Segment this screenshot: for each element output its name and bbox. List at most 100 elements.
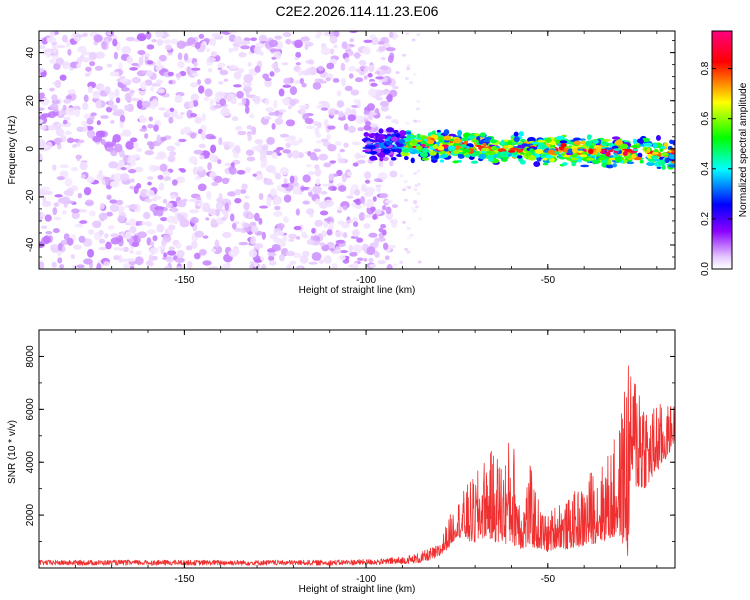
heatmap-noise-cell xyxy=(342,232,348,239)
heatmap-noise-cell xyxy=(251,126,257,136)
heatmap-noise-cell xyxy=(52,207,58,216)
heatmap-noise-cell xyxy=(281,62,289,66)
heatmap-noise-cell xyxy=(285,119,296,127)
heatmap-noise-cell xyxy=(287,151,293,159)
heatmap-noise-cell xyxy=(119,114,126,123)
heatmap-signal-cell xyxy=(489,139,498,144)
heatmap-noise-cell xyxy=(67,48,72,56)
heatmap-noise-cell xyxy=(237,130,247,136)
heatmap-noise-cell xyxy=(394,34,399,38)
heatmap-noise-cell xyxy=(57,257,63,264)
heatmap-noise-cell xyxy=(377,237,386,242)
heatmap-noise-cell xyxy=(409,81,414,85)
heatmap-noise-cell xyxy=(106,194,112,200)
heatmap-noise-cell xyxy=(113,173,123,182)
heatmap-noise-cell xyxy=(107,225,115,230)
heatmap-noise-cell xyxy=(96,263,102,269)
heatmap-noise-cell xyxy=(144,198,153,203)
heatmap-noise-cell xyxy=(144,79,153,86)
heatmap-noise-cell xyxy=(190,93,200,102)
heatmap-y-tick-label: 20 xyxy=(25,95,36,107)
heatmap-signal-cell xyxy=(467,148,475,154)
heatmap-signal-cell xyxy=(626,161,635,165)
heatmap-noise-cell xyxy=(374,108,380,114)
heatmap-signal-cell xyxy=(396,143,404,148)
heatmap-noise-cell xyxy=(318,100,329,105)
heatmap-noise-cell xyxy=(317,65,324,72)
heatmap-signal-cell xyxy=(443,129,450,136)
heatmap-signal-cell xyxy=(668,154,675,160)
heatmap-noise-cell xyxy=(410,207,415,211)
heatmap-noise-cell xyxy=(306,67,311,76)
heatmap-noise-cell xyxy=(356,257,364,261)
heatmap-noise-cell xyxy=(296,236,301,240)
heatmap-signal-cell xyxy=(633,148,638,152)
heatmap-noise-cell xyxy=(219,69,229,76)
heatmap-noise-cell xyxy=(152,98,158,106)
heatmap-noise-cell xyxy=(259,205,269,209)
heatmap-noise-cell xyxy=(67,89,76,94)
heatmap-noise-cell xyxy=(128,218,137,226)
heatmap-noise-cell xyxy=(58,111,63,117)
heatmap-noise-cell xyxy=(283,178,288,185)
heatmap-noise-cell xyxy=(240,40,251,45)
heatmap-noise-cell xyxy=(285,142,291,148)
heatmap-noise-cell xyxy=(92,135,103,143)
heatmap-signal-cell xyxy=(516,144,526,149)
heatmap-noise-cell xyxy=(405,32,410,36)
heatmap-noise-cell xyxy=(338,255,346,261)
heatmap-noise-cell xyxy=(327,125,336,130)
heatmap-noise-cell xyxy=(308,66,317,76)
heatmap-signal-cell xyxy=(560,153,565,156)
heatmap-noise-cell xyxy=(234,144,241,154)
heatmap-noise-cell xyxy=(248,249,258,258)
heatmap-y-tick-label: 0 xyxy=(25,146,36,152)
heatmap-noise-cell xyxy=(375,96,383,101)
heatmap-noise-cell xyxy=(318,153,328,161)
heatmap-noise-cell xyxy=(141,100,151,108)
heatmap-noise-cell xyxy=(204,77,212,85)
heatmap-signal-cell xyxy=(452,150,460,155)
heatmap-signal-cell xyxy=(399,136,407,139)
heatmap-noise-cell xyxy=(188,100,194,109)
heatmap-noise-cell xyxy=(282,84,292,88)
heatmap-noise-cell xyxy=(385,47,396,52)
heatmap-noise-cell xyxy=(215,201,223,211)
heatmap-noise-cell xyxy=(168,80,173,85)
heatmap-noise-cell xyxy=(299,77,304,85)
heatmap-noise-cell xyxy=(110,233,120,238)
heatmap-noise-cell xyxy=(148,141,155,150)
heatmap-noise-cell xyxy=(294,56,299,61)
heatmap-noise-cell xyxy=(353,99,359,104)
heatmap-noise-cell xyxy=(154,206,164,211)
heatmap-noise-cell xyxy=(406,64,411,68)
heatmap-noise-cell xyxy=(76,62,82,69)
heatmap-noise-cell xyxy=(332,78,340,83)
heatmap-signal-cell xyxy=(579,154,588,158)
heatmap-noise-cell xyxy=(233,227,243,232)
heatmap-noise-cell xyxy=(378,159,384,168)
colorbar-tick-label: 0.4 xyxy=(700,161,711,175)
heatmap-noise-cell xyxy=(159,163,168,172)
heatmap-noise-cell xyxy=(50,103,59,110)
heatmap-noise-cell xyxy=(318,259,325,264)
heatmap-noise-cell xyxy=(80,174,86,179)
heatmap-signal-cell xyxy=(520,152,525,155)
heatmap-noise-cell xyxy=(233,71,242,80)
heatmap-noise-cell xyxy=(367,64,375,73)
heatmap-noise-cell xyxy=(54,194,63,198)
heatmap-signal-cell xyxy=(422,147,428,154)
heatmap-noise-cell xyxy=(289,99,296,107)
heatmap-noise-cell xyxy=(171,206,178,213)
heatmap-noise-cell xyxy=(246,156,256,162)
heatmap-noise-cell xyxy=(65,95,72,100)
heatmap-noise-cell xyxy=(144,150,154,156)
heatmap-noise-cell xyxy=(403,180,408,184)
heatmap-noise-cell xyxy=(289,260,297,266)
heatmap-signal-cell xyxy=(478,140,484,145)
heatmap-noise-cell xyxy=(412,131,417,135)
heatmap-noise-cell xyxy=(84,72,91,77)
heatmap-noise-cell xyxy=(61,209,67,215)
heatmap-noise-cell xyxy=(163,252,168,259)
heatmap-noise-cell xyxy=(243,202,250,211)
